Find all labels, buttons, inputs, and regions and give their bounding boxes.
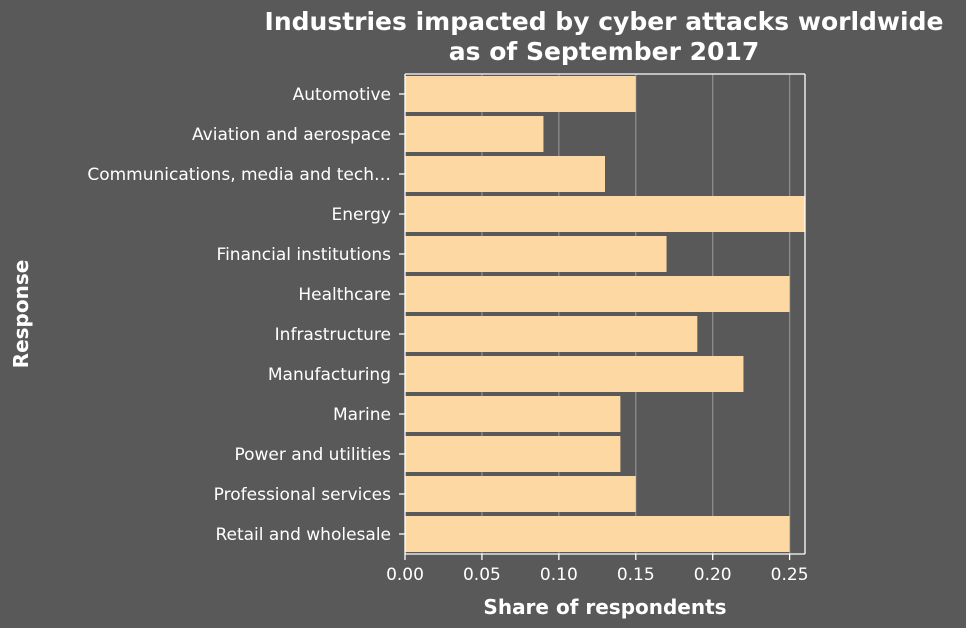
x-tick-label-2: 0.10 (540, 565, 578, 585)
y-axis-title: Response (9, 260, 33, 369)
x-axis-ticks: 0.00 0.05 0.10 0.15 0.20 0.25 (386, 554, 809, 585)
bar-6 (405, 316, 698, 352)
y-tick-label-10: Professional services (214, 485, 391, 505)
x-axis-title: Share of respondents (483, 595, 726, 619)
y-tick-label-7: Manufacturing (268, 365, 391, 385)
y-tick-label-9: Power and utilities (234, 445, 391, 465)
bar-2 (405, 156, 605, 192)
y-tick-label-0: Automotive (293, 85, 391, 105)
x-tick-label-3: 0.15 (617, 565, 655, 585)
y-tick-label-1: Aviation and aerospace (192, 125, 391, 145)
axes (404, 73, 806, 555)
bar-9 (405, 436, 621, 472)
y-tick-label-6: Infrastructure (275, 325, 391, 345)
x-tick-label-0: 0.00 (386, 565, 424, 585)
y-axis-ticks: Automotive Aviation and aerospace Communic… (87, 85, 405, 545)
y-tick-label-2: Communications, media and tech… (87, 165, 391, 185)
y-tick-label-8: Marine (333, 405, 391, 425)
bar-7 (405, 356, 744, 392)
chart-title-line-1: Industries impacted by cyber attacks wor… (265, 7, 944, 36)
bar-3 (405, 196, 805, 232)
x-tick-label-1: 0.05 (463, 565, 501, 585)
y-tick-label-3: Energy (331, 205, 391, 225)
bar-0 (405, 76, 636, 112)
y-tick-label-11: Retail and wholesale (215, 525, 391, 545)
bar-8 (405, 396, 621, 432)
bars (405, 76, 805, 552)
y-tick-label-4: Financial institutions (217, 245, 392, 265)
bar-10 (405, 476, 636, 512)
bar-5 (405, 276, 790, 312)
gridlines (481, 74, 791, 554)
y-tick-label-5: Healthcare (298, 285, 391, 305)
bar-11 (405, 516, 790, 552)
chart-title-line-2: as of September 2017 (449, 37, 760, 66)
x-tick-label-5: 0.25 (771, 565, 809, 585)
x-tick-label-4: 0.20 (694, 565, 732, 585)
bar-1 (405, 116, 544, 152)
bar-4 (405, 236, 667, 272)
